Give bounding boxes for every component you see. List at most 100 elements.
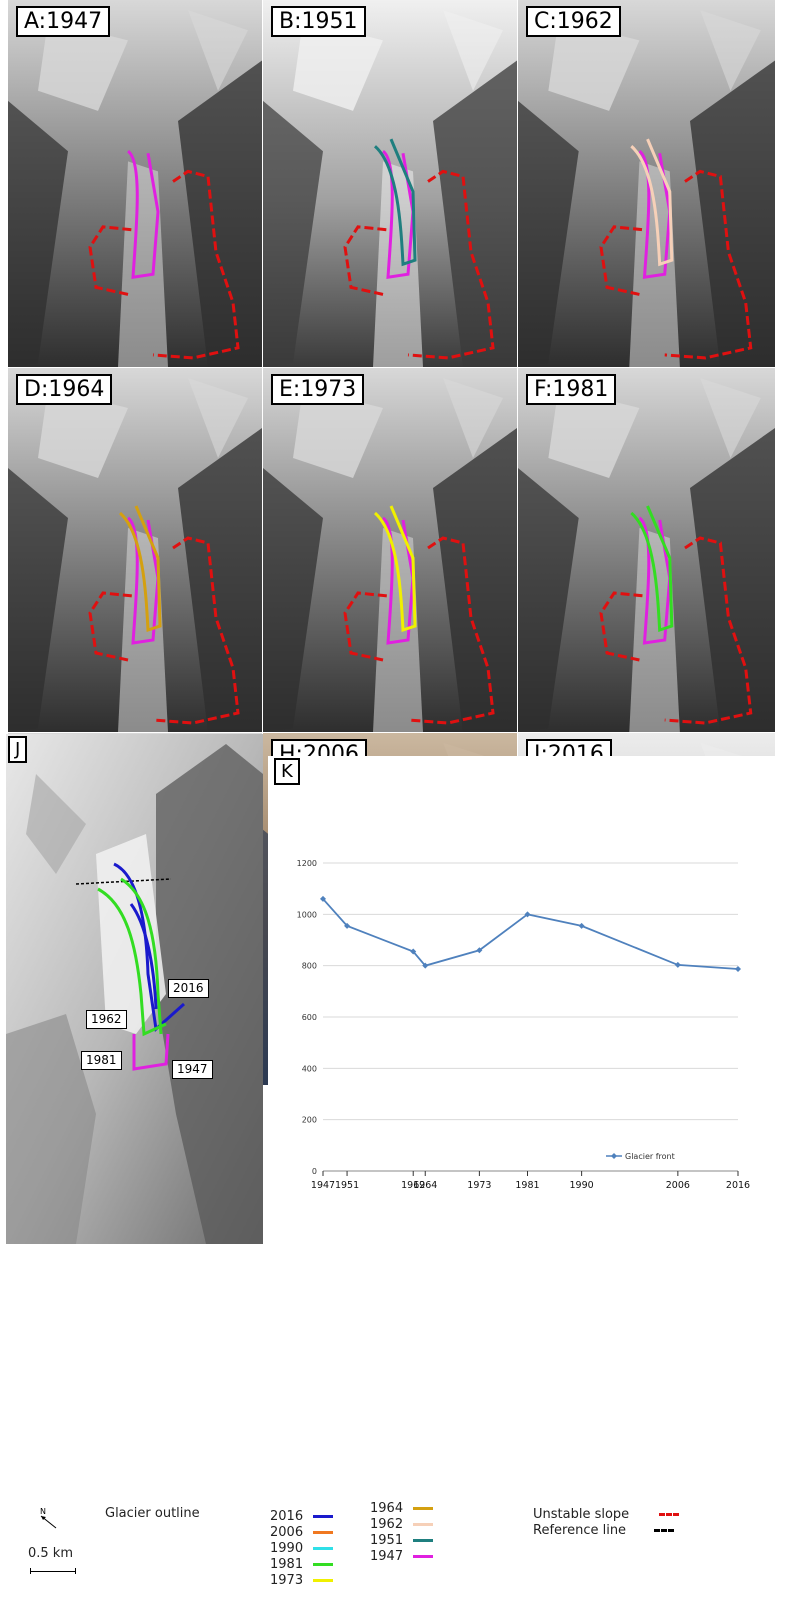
tag-1981: 1981 bbox=[81, 1051, 122, 1070]
legend-reference-line: Reference line bbox=[533, 1522, 675, 1538]
unstable-slope-outline bbox=[152, 536, 240, 725]
panel-label: B:1951 bbox=[271, 6, 366, 37]
legend-years-col2: 1964 1962 1951 1947 bbox=[370, 1500, 434, 1564]
legend-year-1962: 1962 bbox=[370, 1516, 434, 1532]
panel-d: D:1964 bbox=[8, 368, 262, 732]
panel-label: A:1947 bbox=[16, 6, 111, 37]
panel-label: E:1973 bbox=[271, 374, 365, 405]
unstable-slope-outline bbox=[407, 536, 495, 725]
panel-j: J 2016 1962 1981 1947 bbox=[6, 734, 263, 1244]
tag-1947: 1947 bbox=[172, 1060, 213, 1079]
aerial-photo bbox=[263, 368, 517, 732]
scale-label: 0.5 km bbox=[28, 1546, 73, 1561]
y-tick-label: 1200 bbox=[297, 859, 317, 868]
x-tick-label: 1990 bbox=[570, 1180, 594, 1191]
unstable-slope-outline bbox=[152, 169, 240, 360]
x-tick-label: 1951 bbox=[335, 1180, 359, 1191]
y-tick-label: 600 bbox=[302, 1013, 317, 1022]
y-tick-label: 0 bbox=[312, 1167, 317, 1176]
outline-1947 bbox=[381, 516, 415, 645]
legend-swatch-1990 bbox=[313, 1546, 334, 1550]
outline-1947 bbox=[126, 149, 160, 280]
outline-1947 bbox=[381, 149, 415, 280]
legend-swatch-1951 bbox=[413, 1538, 434, 1542]
y-tick-label: 800 bbox=[302, 962, 317, 971]
panel-c: C:1962 bbox=[518, 0, 775, 367]
data-point bbox=[422, 962, 429, 969]
svg-text:N: N bbox=[40, 1507, 46, 1516]
x-tick-label: 1981 bbox=[515, 1180, 539, 1191]
glacier-outline bbox=[373, 138, 417, 267]
legend-swatch-1962 bbox=[413, 1522, 434, 1526]
scale-bar bbox=[30, 1568, 76, 1574]
glacier-outline bbox=[373, 505, 417, 633]
outline-1947 bbox=[126, 516, 160, 645]
data-point bbox=[344, 922, 351, 929]
chart-legend-marker bbox=[611, 1153, 617, 1159]
glacier-outline-label: Glacier outline bbox=[105, 1506, 200, 1521]
data-point bbox=[524, 911, 531, 918]
panel-label: C:1962 bbox=[526, 6, 621, 37]
legend-swatch-2016 bbox=[313, 1514, 334, 1518]
panel-label: F:1981 bbox=[526, 374, 617, 405]
legend: N 0.5 km Glacier outline 2016 2006 1990 198… bbox=[0, 1500, 785, 1620]
y-tick-label: 400 bbox=[302, 1064, 317, 1073]
y-tick-label: 1000 bbox=[297, 910, 317, 919]
tag-2016: 2016 bbox=[168, 979, 209, 998]
aerial-photo bbox=[263, 0, 517, 367]
data-point bbox=[735, 966, 741, 973]
unstable-slope-outline bbox=[664, 536, 753, 725]
panel-b: B:1951 bbox=[263, 0, 517, 367]
legend-year-1947: 1947 bbox=[370, 1548, 434, 1564]
legend-unstable-slope: Unstable slope bbox=[533, 1506, 680, 1522]
legend-swatch-1947 bbox=[413, 1554, 434, 1558]
legend-years-col1: 2016 2006 1990 1981 1973 bbox=[270, 1508, 334, 1588]
panel-a: A:1947 bbox=[8, 0, 262, 367]
x-tick-label: 1973 bbox=[467, 1180, 491, 1191]
panel-k: K 0 200 400 600 800 1000 1200 1947 1951 1962 1964 1… bbox=[268, 756, 785, 1504]
legend-swatch-1973 bbox=[313, 1578, 334, 1582]
chart-legend-label: Glacier front bbox=[625, 1152, 675, 1161]
data-point bbox=[320, 895, 326, 902]
glacier-outline bbox=[630, 505, 674, 633]
legend-swatch-2006 bbox=[313, 1530, 334, 1534]
glacier-outline bbox=[630, 138, 674, 267]
legend-swatch-1981 bbox=[313, 1562, 334, 1566]
legend-swatch-1964 bbox=[413, 1506, 434, 1510]
panel-f: F:1981 bbox=[518, 368, 775, 732]
north-arrow-icon: N bbox=[40, 1507, 57, 1529]
legend-year-1964: 1964 bbox=[370, 1500, 434, 1516]
x-tick-label: 1962 bbox=[401, 1180, 425, 1191]
panel-j-label: J bbox=[8, 736, 28, 763]
legend-year-1981: 1981 bbox=[270, 1556, 334, 1572]
outline-2016 bbox=[113, 862, 185, 1032]
aerial-photo bbox=[518, 368, 775, 732]
legend-year-2016: 2016 bbox=[270, 1508, 334, 1524]
outline-1947 bbox=[638, 516, 672, 645]
panel-j-hillshade-image bbox=[6, 734, 263, 1244]
panel-label: D:1964 bbox=[16, 374, 113, 405]
legend-year-2006: 2006 bbox=[270, 1524, 334, 1540]
series-line-glacier-front bbox=[322, 898, 739, 970]
panel-k-label: K bbox=[274, 758, 300, 785]
glacier-outline bbox=[118, 505, 162, 633]
x-tick-label: 1947 bbox=[311, 1180, 335, 1191]
x-tick-label: 1964 bbox=[413, 1180, 437, 1191]
unstable-slope-outline bbox=[407, 169, 495, 360]
panel-e: E:1973 bbox=[263, 368, 517, 732]
x-tick-label: 2006 bbox=[666, 1180, 690, 1191]
outline-1947 bbox=[638, 149, 672, 280]
aerial-photo bbox=[518, 0, 775, 367]
y-tick-label: 200 bbox=[302, 1116, 317, 1125]
data-point bbox=[410, 948, 417, 955]
legend-year-1990: 1990 bbox=[270, 1540, 334, 1556]
data-point bbox=[674, 961, 681, 968]
legend-year-1973: 1973 bbox=[270, 1572, 334, 1588]
data-point bbox=[476, 947, 483, 954]
data-point bbox=[578, 922, 585, 929]
aerial-photo bbox=[8, 0, 262, 367]
unstable-slope-outline bbox=[664, 169, 753, 360]
aerial-photo bbox=[8, 368, 262, 732]
tag-1962: 1962 bbox=[86, 1010, 127, 1029]
